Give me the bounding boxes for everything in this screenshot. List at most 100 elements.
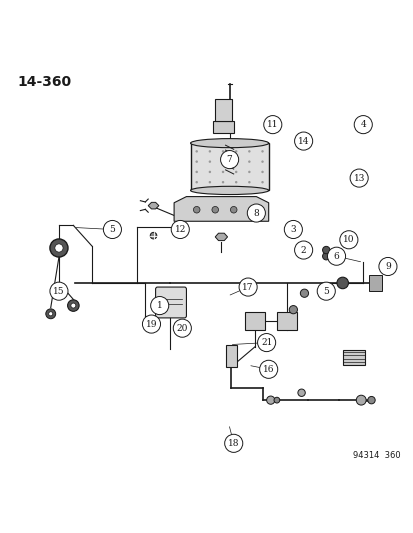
Circle shape [284, 221, 301, 239]
Text: 7: 7 [226, 155, 232, 164]
Circle shape [297, 389, 304, 397]
Text: 15: 15 [53, 287, 64, 296]
Text: 5: 5 [109, 225, 115, 234]
Circle shape [378, 257, 396, 276]
Circle shape [211, 206, 218, 213]
Circle shape [247, 160, 250, 163]
Text: 18: 18 [228, 439, 239, 448]
Circle shape [221, 160, 224, 163]
Circle shape [208, 171, 211, 173]
Text: 94314  360: 94314 360 [352, 451, 399, 460]
Text: 14-360: 14-360 [18, 75, 72, 90]
Circle shape [55, 244, 63, 252]
Circle shape [248, 206, 255, 213]
Text: 5: 5 [323, 287, 328, 296]
Circle shape [235, 181, 237, 183]
Circle shape [208, 150, 211, 152]
Text: 2: 2 [300, 246, 306, 255]
Circle shape [367, 397, 374, 404]
Circle shape [67, 300, 79, 311]
Circle shape [221, 181, 224, 183]
Circle shape [273, 397, 279, 403]
Circle shape [266, 396, 274, 404]
Polygon shape [215, 233, 227, 240]
Polygon shape [174, 197, 268, 221]
Circle shape [294, 241, 312, 259]
Circle shape [193, 206, 199, 213]
Circle shape [261, 160, 263, 163]
FancyBboxPatch shape [155, 287, 186, 318]
Circle shape [235, 171, 237, 173]
Circle shape [322, 246, 329, 254]
Text: 19: 19 [145, 320, 157, 328]
Circle shape [71, 303, 76, 308]
Circle shape [257, 334, 275, 352]
Circle shape [322, 253, 329, 260]
Circle shape [195, 181, 197, 183]
Circle shape [50, 282, 68, 300]
Circle shape [50, 239, 68, 257]
Circle shape [349, 169, 367, 187]
Circle shape [224, 434, 242, 453]
Polygon shape [148, 203, 159, 209]
Circle shape [220, 150, 238, 168]
Circle shape [356, 395, 365, 405]
Circle shape [208, 181, 211, 183]
Bar [225, 345, 237, 367]
Text: 17: 17 [242, 282, 253, 292]
Circle shape [235, 160, 237, 163]
Circle shape [261, 171, 263, 173]
Circle shape [142, 315, 160, 333]
Bar [342, 350, 364, 365]
Text: 6: 6 [333, 252, 339, 261]
Circle shape [294, 132, 312, 150]
Circle shape [208, 160, 211, 163]
Circle shape [238, 278, 256, 296]
Circle shape [327, 247, 345, 265]
Circle shape [230, 206, 237, 213]
Circle shape [247, 150, 250, 152]
Circle shape [221, 150, 224, 152]
Circle shape [171, 221, 189, 239]
Circle shape [195, 150, 197, 152]
Circle shape [195, 171, 197, 173]
Circle shape [259, 360, 277, 378]
Circle shape [247, 171, 250, 173]
Circle shape [150, 232, 157, 239]
Bar [244, 312, 264, 330]
Text: 21: 21 [260, 338, 272, 347]
Circle shape [299, 289, 308, 297]
Bar [190, 143, 268, 190]
Circle shape [261, 150, 263, 152]
Circle shape [263, 116, 281, 134]
Text: 9: 9 [384, 262, 390, 271]
Circle shape [195, 160, 197, 163]
Circle shape [339, 231, 357, 249]
Circle shape [247, 204, 265, 222]
Bar [215, 99, 231, 122]
Bar [276, 312, 296, 330]
Text: 4: 4 [360, 120, 365, 129]
Text: 10: 10 [342, 235, 354, 244]
Circle shape [261, 181, 263, 183]
Circle shape [247, 181, 250, 183]
Circle shape [379, 260, 387, 269]
Text: 13: 13 [353, 174, 364, 183]
Circle shape [49, 312, 53, 316]
Text: 8: 8 [253, 208, 259, 217]
Text: 3: 3 [290, 225, 295, 234]
Text: 12: 12 [174, 225, 185, 234]
Circle shape [336, 277, 348, 289]
Circle shape [354, 116, 371, 134]
Text: 20: 20 [176, 324, 188, 333]
Circle shape [103, 221, 121, 239]
Bar [213, 122, 233, 133]
Text: 16: 16 [262, 365, 274, 374]
Ellipse shape [190, 139, 268, 148]
Bar [368, 274, 381, 291]
Ellipse shape [190, 187, 268, 195]
Circle shape [316, 282, 335, 300]
Text: 11: 11 [266, 120, 278, 129]
Circle shape [221, 171, 224, 173]
Text: 14: 14 [297, 136, 309, 146]
